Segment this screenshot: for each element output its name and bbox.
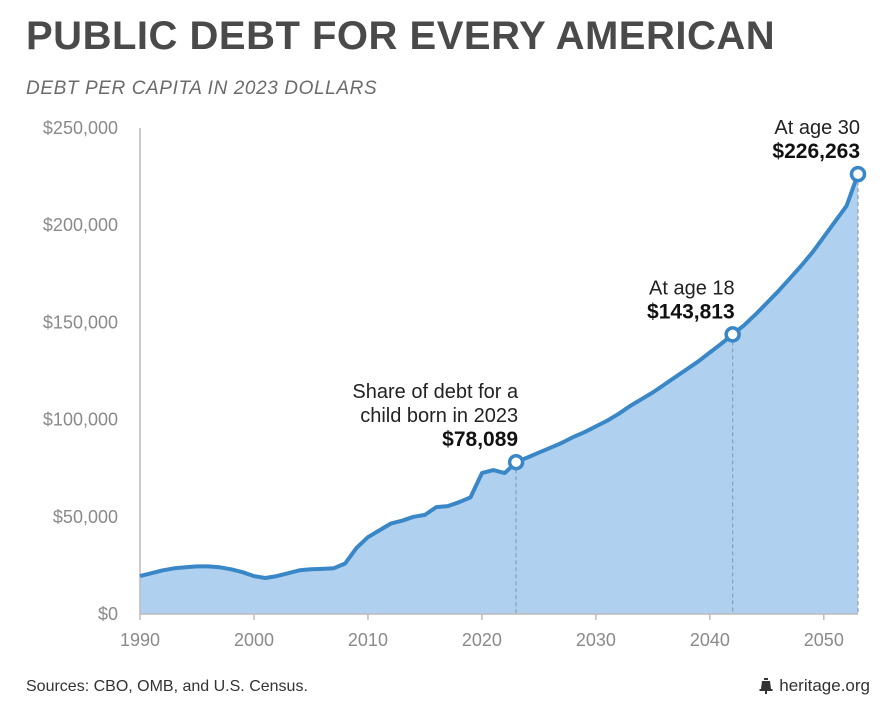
liberty-bell-icon xyxy=(759,678,773,694)
annotation-value: $78,089 xyxy=(442,428,518,451)
annotation-marker xyxy=(849,165,867,183)
x-tick-label: 2010 xyxy=(348,630,388,650)
sources-note: Sources: CBO, OMB, and U.S. Census. xyxy=(26,678,308,695)
x-tick-label: 2040 xyxy=(690,630,730,650)
x-tick-label: 2050 xyxy=(804,630,844,650)
y-tick-label: $200,000 xyxy=(43,215,118,235)
brand-label: heritage.org xyxy=(779,676,870,695)
x-tick-label: 2020 xyxy=(462,630,502,650)
annotation-marker xyxy=(724,326,741,343)
y-tick-label: $0 xyxy=(98,604,118,624)
y-tick-label: $100,000 xyxy=(43,410,118,430)
annotation-text: Share of debt for a xyxy=(352,381,519,403)
y-tick-label: $150,000 xyxy=(43,312,118,332)
annotation-markers xyxy=(507,165,867,471)
y-axis-labels: $0 $50,000 $100,000 $150,000 $200,000 $250,00… xyxy=(43,118,118,624)
area-fill xyxy=(140,174,858,614)
chart-title: PUBLIC DEBT FOR EVERY AMERICAN xyxy=(26,14,776,58)
annotation-text: child born in 2023 xyxy=(360,405,518,427)
brand-link[interactable]: heritage.org xyxy=(759,676,870,696)
annotation-text: At age 30 xyxy=(774,117,860,139)
guide-lines xyxy=(515,174,859,614)
x-tick-label: 2000 xyxy=(234,630,274,650)
annotation-text: At age 18 xyxy=(649,277,735,299)
annotation-value: $226,263 xyxy=(772,140,860,163)
x-tick-label: 1990 xyxy=(120,630,160,650)
x-axis-labels: 1990 2000 2010 2020 2030 2040 2050 xyxy=(120,614,844,650)
chart-subtitle: DEBT PER CAPITA IN 2023 DOLLARS xyxy=(26,78,378,99)
annotation-marker xyxy=(507,453,525,471)
annotation-value: $143,813 xyxy=(647,300,735,323)
y-tick-label: $250,000 xyxy=(43,118,118,138)
y-tick-label: $50,000 xyxy=(53,507,118,527)
x-tick-label: 2030 xyxy=(576,630,616,650)
